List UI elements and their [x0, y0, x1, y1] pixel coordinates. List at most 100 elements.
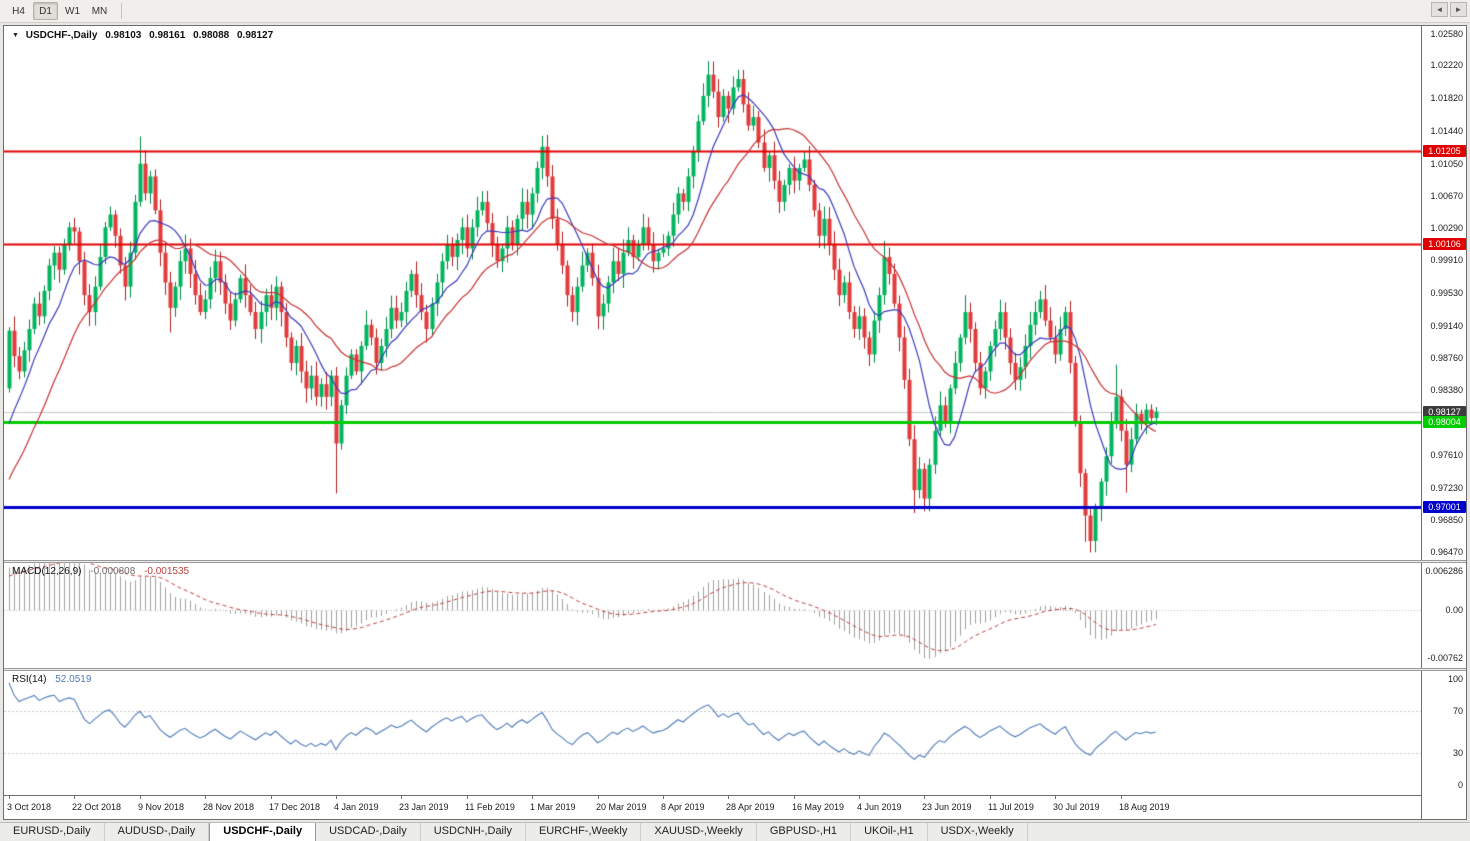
date-axis-label: 17 Dec 2018: [269, 802, 321, 812]
macd-name: MACD(12,26,9): [12, 566, 82, 577]
date-axis-label: 4 Jan 2019: [334, 802, 379, 812]
toolbar-separator: [121, 3, 122, 19]
period-button-w1[interactable]: W1: [65, 6, 80, 17]
price-axis-label: 0.98380: [1430, 385, 1463, 395]
date-axis-tick: [1055, 796, 1056, 799]
level-tag-1.00106: 1.00106: [1423, 238, 1466, 250]
readout-low: 0.98088: [193, 30, 230, 41]
price-axis-label: 1.02580: [1430, 29, 1463, 39]
pane-splitter-macd[interactable]: [4, 560, 1466, 563]
macd-value-main: -0.000808: [90, 566, 136, 577]
date-axis-label: 23 Jun 2019: [922, 802, 972, 812]
level-tag-1.01205: 1.01205: [1423, 145, 1466, 157]
chart-tab-gbpusd[interactable]: GBPUSD-,H1: [756, 823, 852, 841]
date-axis-tick: [990, 796, 991, 799]
chart-tab-usdchf[interactable]: USDCHF-,Daily: [209, 823, 317, 841]
chart-title: USDCHF-,Daily: [25, 30, 98, 41]
ohlc-readout: ▼ USDCHF-,Daily 0.98103 0.98161 0.98088 …: [12, 30, 278, 41]
date-axis-label: 9 Nov 2018: [138, 802, 185, 812]
price-axis-label: 0.97230: [1430, 483, 1463, 493]
macd-indicator-label: MACD(12,26,9) -0.000808 -0.001535: [12, 566, 195, 577]
date-axis-label: 8 Apr 2019: [661, 802, 705, 812]
price-axis-label: 0.99530: [1430, 288, 1463, 298]
price-axis-label: 1.01050: [1430, 159, 1463, 169]
date-axis-label: 11 Feb 2019: [465, 802, 515, 812]
tab-scroll-left-icon[interactable]: ◄: [1431, 2, 1448, 17]
chart-plot-canvas[interactable]: [4, 26, 1421, 819]
price-axis-label: 1.01820: [1430, 93, 1463, 103]
date-axis-label: 16 May 2019: [792, 802, 845, 812]
price-axis-label: 0.99140: [1430, 321, 1463, 331]
date-axis-tick: [728, 796, 729, 799]
macd-axis-label: -0.00762: [1427, 653, 1463, 663]
rsi-axis-label: 100: [1447, 674, 1463, 684]
chart-tab-usdx[interactable]: USDX-,Weekly: [927, 823, 1028, 841]
date-axis-label: 1 Mar 2019: [530, 802, 576, 812]
date-axis-label: 28 Nov 2018: [203, 802, 255, 812]
tab-scroll-right-icon[interactable]: ►: [1450, 2, 1467, 17]
chart-tab-usdcnh[interactable]: USDCNH-,Daily: [420, 823, 526, 841]
price-axis-label: 1.02220: [1430, 60, 1463, 70]
date-axis-label: 30 Jul 2019: [1053, 802, 1100, 812]
date-axis-tick: [467, 796, 468, 799]
rsi-indicator-label: RSI(14) 52.0519: [12, 674, 97, 685]
readout-high: 0.98161: [149, 30, 186, 41]
rsi-value: 52.0519: [55, 674, 92, 685]
date-axis-tick: [663, 796, 664, 799]
chart-tab-audusd[interactable]: AUDUSD-,Daily: [104, 823, 210, 841]
period-button-d1[interactable]: D1: [33, 2, 58, 20]
date-axis-tick: [140, 796, 141, 799]
macd-axis-label: 0.00: [1445, 605, 1463, 615]
price-axis[interactable]: 1.02580 1.02220 1.01820 1.01440 1.01050 1.006…: [1421, 26, 1466, 819]
date-axis-tick: [794, 796, 795, 799]
chart-tab-usdcad[interactable]: USDCAD-,Daily: [316, 823, 421, 841]
chart-window: ▼ USDCHF-,Daily 0.98103 0.98161 0.98088 …: [3, 25, 1467, 820]
price-axis-label: 0.96470: [1430, 547, 1463, 557]
chart-tab-xauusd[interactable]: XAUUSD-,Weekly: [641, 823, 757, 841]
rsi-axis-label: 0: [1457, 780, 1463, 790]
period-button-mn[interactable]: MN: [91, 6, 108, 17]
tabbar-arrows: ◄ ►: [1429, 2, 1467, 17]
date-axis-tick: [598, 796, 599, 799]
chart-tabbar: EURUSD-,Daily AUDUSD-,Daily USDCHF-,Daily U…: [0, 822, 1470, 841]
date-axis-tick: [205, 796, 206, 799]
level-tag-0.97001: 0.97001: [1423, 501, 1466, 513]
date-axis-tick: [401, 796, 402, 799]
price-axis-label: 1.00290: [1430, 223, 1463, 233]
current-price-tag: 0.98127: [1423, 406, 1466, 418]
level-tag-0.98004: 0.98004: [1423, 416, 1466, 428]
price-axis-label: 0.98760: [1430, 353, 1463, 363]
price-axis-label: 0.99910: [1430, 255, 1463, 265]
date-axis-label: 18 Aug 2019: [1119, 802, 1170, 812]
date-axis-label: 20 Mar 2019: [596, 802, 647, 812]
price-axis-label: 1.00670: [1430, 191, 1463, 201]
price-axis-label: 0.96850: [1430, 515, 1463, 525]
date-axis[interactable]: 3 Oct 2018 22 Oct 2018 9 Nov 2018 28 Nov 20…: [4, 795, 1421, 819]
date-axis-tick: [1121, 796, 1122, 799]
pane-splitter-rsi[interactable]: [4, 668, 1466, 671]
readout-open: 0.98103: [105, 30, 142, 41]
date-axis-label: 11 Jul 2019: [988, 802, 1034, 812]
date-axis-label: 28 Apr 2019: [726, 802, 775, 812]
date-axis-tick: [9, 796, 10, 799]
rsi-name: RSI(14): [12, 674, 47, 685]
rsi-axis-label: 30: [1452, 748, 1463, 758]
rsi-axis-label: 70: [1452, 706, 1463, 716]
macd-axis-label: 0.006286: [1425, 566, 1463, 576]
date-axis-tick: [271, 796, 272, 799]
chart-tab-eurusd[interactable]: EURUSD-,Daily: [0, 823, 105, 841]
date-axis-tick: [532, 796, 533, 799]
date-axis-tick: [924, 796, 925, 799]
date-axis-tick: [859, 796, 860, 799]
chart-tab-ukoil[interactable]: UKOil-,H1: [851, 823, 928, 841]
date-axis-label: 23 Jan 2019: [399, 802, 449, 812]
symbol-dropdown-icon: ▼: [12, 32, 19, 39]
date-axis-tick: [336, 796, 337, 799]
date-axis-label: 22 Oct 2018: [72, 802, 122, 812]
macd-value-signal: -0.001535: [144, 566, 190, 577]
chart-tab-eurchf[interactable]: EURCHF-,Weekly: [525, 823, 642, 841]
readout-close: 0.98127: [237, 30, 274, 41]
period-button-h4[interactable]: H4: [12, 6, 25, 17]
date-axis-label: 4 Jun 2019: [857, 802, 902, 812]
date-axis-label: 3 Oct 2018: [7, 802, 52, 812]
